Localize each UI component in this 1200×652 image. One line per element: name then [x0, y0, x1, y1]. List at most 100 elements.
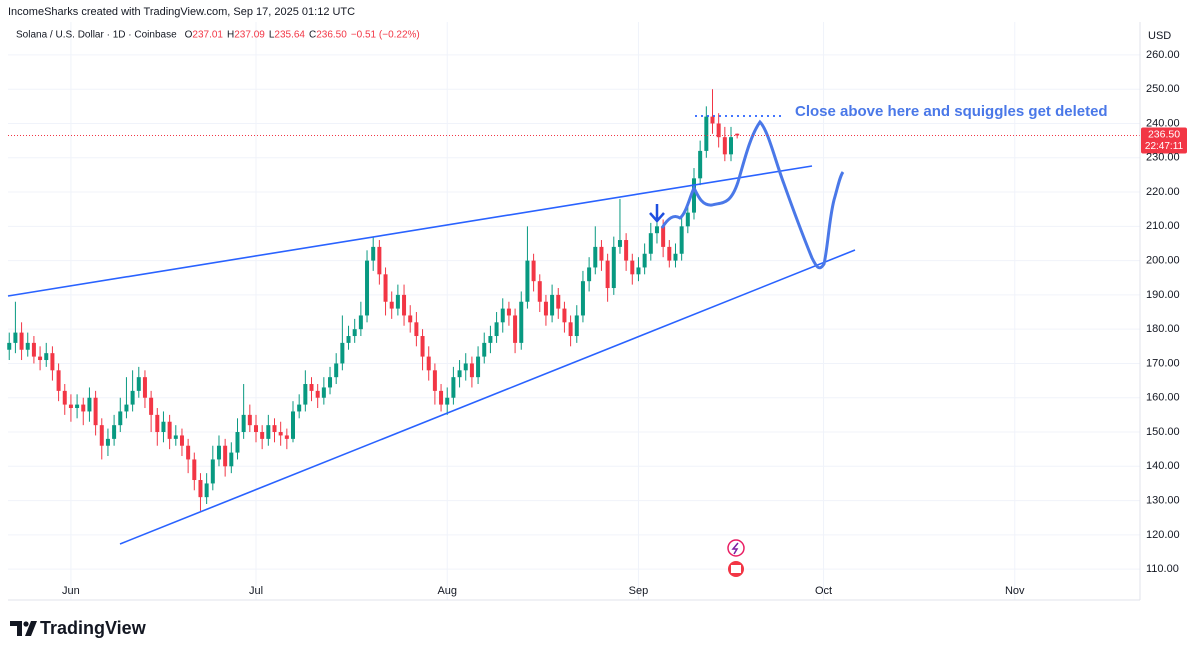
candle-body	[81, 404, 86, 412]
y-tick-label: 190.00	[1146, 289, 1180, 301]
candle-body	[451, 377, 456, 398]
y-tick-label: 170.00	[1146, 357, 1180, 369]
ohlc-value: 235.64	[274, 30, 305, 41]
candle-body	[346, 336, 351, 343]
candle-body	[568, 322, 573, 337]
x-tick-label: Jun	[62, 585, 80, 597]
candle-body	[155, 414, 160, 433]
candle-body	[673, 253, 678, 261]
candle-body	[284, 435, 289, 439]
y-tick-label: 120.00	[1146, 529, 1180, 541]
y-tick-label: 200.00	[1146, 255, 1180, 267]
candle-body	[698, 150, 703, 179]
candle-body	[173, 435, 178, 439]
event-glyph	[731, 542, 739, 555]
candle-body	[291, 411, 296, 439]
event-icons	[727, 539, 745, 577]
candle-body	[87, 397, 92, 412]
candle-body	[476, 356, 481, 378]
candle-body	[253, 425, 258, 433]
candle-body	[383, 274, 388, 302]
countdown: 22:47:11	[1145, 141, 1184, 152]
logo-dot	[23, 621, 29, 627]
candle-body	[358, 315, 363, 330]
candle-body	[130, 390, 135, 405]
candle-body	[519, 301, 524, 343]
candle-body	[93, 397, 98, 426]
candle-body	[68, 404, 73, 409]
candle-body	[611, 246, 616, 289]
ohlc-key: O	[185, 30, 193, 41]
candle-body	[124, 404, 129, 412]
y-tick-label: 160.00	[1146, 392, 1180, 404]
candle-body	[550, 294, 555, 316]
y-tick-label: 220.00	[1146, 186, 1180, 198]
candle-body	[513, 315, 518, 343]
candle-body	[432, 370, 437, 391]
candle-body	[580, 281, 585, 316]
candle-body	[414, 322, 419, 337]
candle-body	[685, 212, 690, 227]
candles	[7, 89, 740, 511]
candle-body	[395, 294, 400, 309]
candle-body	[235, 432, 240, 453]
candle-body	[142, 377, 147, 398]
candle-body	[439, 390, 444, 405]
attribution: IncomeSharks created with TradingView.co…	[8, 6, 355, 18]
candle-body	[556, 294, 561, 309]
y-tick-label: 230.00	[1146, 152, 1180, 164]
candle-body	[229, 452, 234, 467]
candle-body	[728, 137, 733, 155]
candle-body	[531, 260, 536, 282]
candle-body	[118, 411, 123, 426]
annotation: Close above here and squiggles get delet…	[795, 103, 1108, 120]
candle-body	[661, 226, 666, 247]
arrow	[649, 204, 665, 223]
y-tick-label: 260.00	[1146, 49, 1180, 61]
candle-body	[624, 240, 629, 261]
candle-body	[537, 281, 542, 302]
candle-body	[722, 137, 727, 155]
ohlc-legend: O 237.01 H 237.09 L 235.64 C 236.50 −0.51 (−0.22…	[185, 30, 420, 41]
candle-body	[389, 301, 394, 309]
candle-body	[266, 425, 271, 439]
candle-body	[303, 384, 308, 405]
event-icon	[727, 539, 745, 557]
y-tick-label: 240.00	[1146, 117, 1180, 129]
candle-body	[272, 425, 277, 433]
candle-body	[445, 397, 450, 405]
candle-body	[636, 267, 641, 275]
candle-body	[179, 435, 184, 446]
ohlc-value: 236.50	[316, 30, 347, 41]
candle-body	[13, 332, 18, 343]
candle-body	[642, 253, 647, 268]
y-tick-label: 180.00	[1146, 323, 1180, 335]
y-tick-label: 140.00	[1146, 460, 1180, 472]
candle-body	[315, 390, 320, 398]
candle-body	[50, 353, 55, 371]
candle-body	[25, 342, 30, 350]
logo-icon	[10, 621, 37, 636]
candle-body	[543, 301, 548, 316]
candle-body	[260, 432, 265, 439]
candle-body	[426, 356, 431, 371]
lower-trendline	[119, 249, 856, 545]
candle-body	[321, 387, 326, 398]
y-tick-label: 150.00	[1146, 426, 1180, 438]
candle-body	[247, 414, 252, 426]
y-tick-label: 250.00	[1146, 83, 1180, 95]
candle-body	[352, 329, 357, 337]
candle-body	[525, 260, 530, 302]
candle-body	[617, 240, 622, 247]
candle-body	[105, 438, 110, 446]
candle-body	[192, 459, 197, 481]
y-tick-label: 130.00	[1146, 494, 1180, 506]
candle-body	[593, 246, 598, 268]
price-tag-box	[1141, 127, 1187, 154]
y-tick-label: 210.00	[1146, 220, 1180, 232]
candle-body	[186, 445, 191, 460]
candle-body	[198, 480, 203, 498]
candle-body	[334, 363, 339, 378]
change: −0.51 (−0.22%)	[351, 30, 420, 41]
